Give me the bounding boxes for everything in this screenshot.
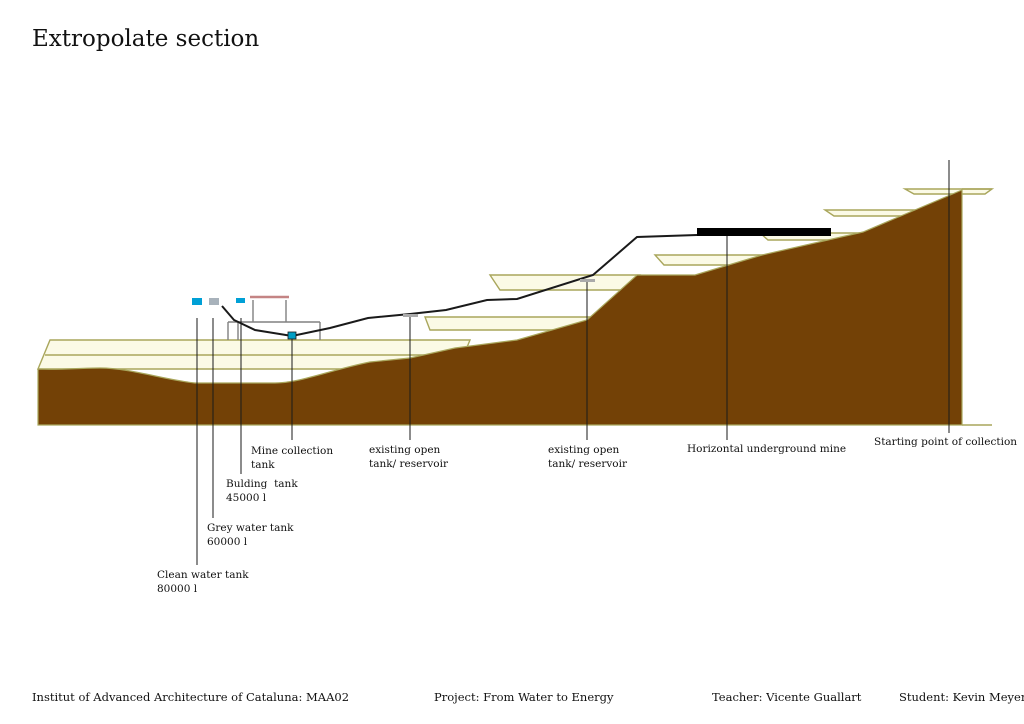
mine-collection-tank bbox=[287, 331, 297, 340]
footer-teacher: Teacher: Vicente Guallart bbox=[712, 690, 862, 704]
footer-project: Project: From Water to Energy bbox=[434, 690, 614, 704]
label-grey-water-tank: Grey water tank 60000 l bbox=[207, 522, 294, 548]
label-starting-point: Starting point of collection bbox=[874, 436, 1018, 448]
clean-water-tank bbox=[192, 298, 202, 305]
reservoir-2 bbox=[580, 279, 595, 282]
building-tank bbox=[236, 298, 245, 303]
label-horizontal-mine: Horizontal underground mine bbox=[687, 443, 847, 455]
label-clean-water-tank: Clean water tank 80000 l bbox=[157, 569, 249, 595]
footer-student: Student: Kevin Meyer bbox=[899, 690, 1024, 704]
grey-water-tank bbox=[209, 298, 219, 305]
terrain bbox=[37, 189, 963, 426]
horizontal-mine bbox=[697, 228, 831, 236]
footer-institute: Institut of Advanced Architecture of Cat… bbox=[32, 690, 350, 704]
label-building-tank: Bulding tank 45000 l bbox=[226, 478, 298, 504]
reservoir-1 bbox=[403, 314, 418, 317]
terrace-2 bbox=[488, 274, 642, 291]
label-mine-collection-tank: Mine collection tank bbox=[251, 445, 334, 471]
page-title: Extropolate section bbox=[32, 26, 260, 52]
label-reservoir-2: existing open tank/ reservoir bbox=[548, 444, 627, 470]
label-reservoir-1: existing open tank/ reservoir bbox=[369, 444, 448, 470]
leader-lines bbox=[196, 160, 950, 565]
